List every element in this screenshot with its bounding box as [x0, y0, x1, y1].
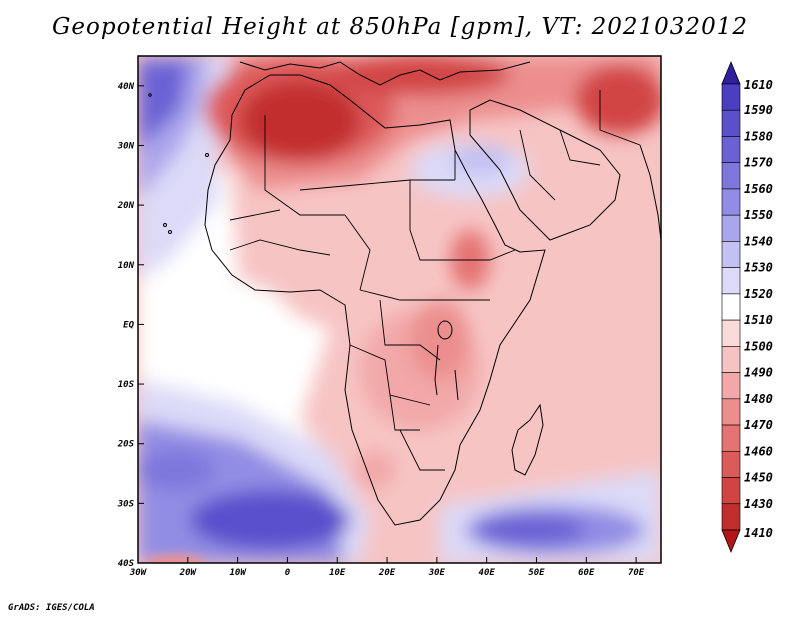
longitude-axis: 30W 20W 10W 0 10E 20E 30E 40E 50E 60E 70E: [129, 557, 645, 578]
geopotential-field: [138, 56, 661, 563]
colorbar: 1590 1580 1570 1560 1550 1540 1530 1520 1510 1500…: [721, 60, 773, 554]
colorbar-swatch: [721, 477, 741, 505]
lat-tick-label: 40N: [118, 82, 135, 92]
colorbar-swatch: [721, 162, 741, 190]
africa-coastline: [204, 74, 546, 526]
lon-tick-label: 60E: [578, 568, 595, 578]
colorbar-label: 1530: [744, 261, 773, 275]
map-frame: [137, 55, 662, 564]
colorbar-swatch: [721, 372, 741, 400]
lat-tick-label: 40S: [118, 559, 135, 569]
colorbar-swatch: [721, 136, 741, 164]
colorbar-swatch: [721, 424, 741, 452]
lon-tick-label: 30E: [428, 568, 446, 578]
colorbar-top-arrow: [721, 60, 741, 85]
colorbar-bottom-arrow: [721, 529, 741, 554]
grads-credit: GrADS: IGES/COLA: [8, 603, 95, 613]
lon-tick-label: 10W: [229, 568, 247, 578]
lon-tick-label: 50E: [528, 568, 545, 578]
lat-tick-label: 30N: [117, 141, 135, 151]
lon-tick-label: 30W: [129, 568, 148, 578]
lat-tick-label: 20S: [117, 440, 135, 450]
lon-tick-label: 40E: [479, 568, 496, 578]
colorbar-label: 1590: [744, 103, 773, 117]
colorbar-label: 1520: [744, 287, 773, 301]
colorbar-label: 1550: [744, 208, 773, 222]
colorbar-label-top: 1610: [744, 78, 773, 92]
india-coastline: [639, 144, 661, 241]
colorbar-swatch: [721, 83, 741, 111]
colorbar-swatch: [721, 109, 741, 137]
colorbar-swatch: [721, 241, 741, 268]
colorbar-label: 1570: [744, 156, 773, 170]
lat-tick-label: 10S: [118, 380, 135, 390]
colorbar-label: 1560: [744, 182, 773, 196]
colorbar-label: 1430: [744, 497, 773, 511]
colorbar-label: 1450: [744, 471, 773, 485]
lon-tick-label: 20W: [179, 568, 198, 578]
lat-tick-label: EQ: [123, 320, 134, 330]
colorbar-label: 1490: [744, 366, 773, 380]
colorbar-swatch: [721, 319, 741, 347]
lon-tick-label: 0: [285, 568, 291, 578]
lon-tick-label: 70E: [628, 568, 645, 578]
colorbar-label: 1470: [744, 418, 773, 432]
colorbar-swatch: [721, 267, 741, 295]
country-borders: [229, 90, 641, 471]
colorbar-swatch: [721, 188, 741, 216]
colorbar-swatch: [721, 450, 741, 478]
colorbar-label: 1460: [744, 444, 773, 458]
latitude-axis: 40N 30N 20N 10N EQ 10S 20S 30S 40S: [117, 82, 144, 569]
colorbar-swatch: [721, 398, 741, 426]
colorbar-label: 1580: [744, 129, 773, 143]
colorbar-label: 1480: [744, 392, 773, 406]
arabia-coastline: [469, 99, 621, 241]
madagascar-coastline: [511, 403, 544, 476]
lat-tick-label: 20N: [117, 201, 135, 211]
lat-tick-label: 10N: [118, 261, 135, 271]
plot-title: Geopotential Height at 850hPa [gpm], VT:…: [52, 14, 748, 40]
coastlines: [148, 61, 661, 526]
colorbar-label: 1540: [744, 234, 773, 248]
lon-tick-label: 20E: [378, 568, 396, 578]
colorbar-label: 1510: [744, 313, 773, 327]
colorbar-label-bottom: 1410: [744, 526, 773, 540]
colorbar-label: 1500: [744, 339, 773, 353]
lon-tick-label: 10E: [329, 568, 346, 578]
colorbar-swatch: [721, 503, 741, 531]
lat-tick-label: 30S: [117, 499, 135, 509]
colorbar-swatch: [721, 214, 741, 242]
europe-coastline: [239, 61, 531, 86]
colorbar-swatch: [721, 346, 741, 373]
colorbar-swatch: [721, 293, 741, 321]
